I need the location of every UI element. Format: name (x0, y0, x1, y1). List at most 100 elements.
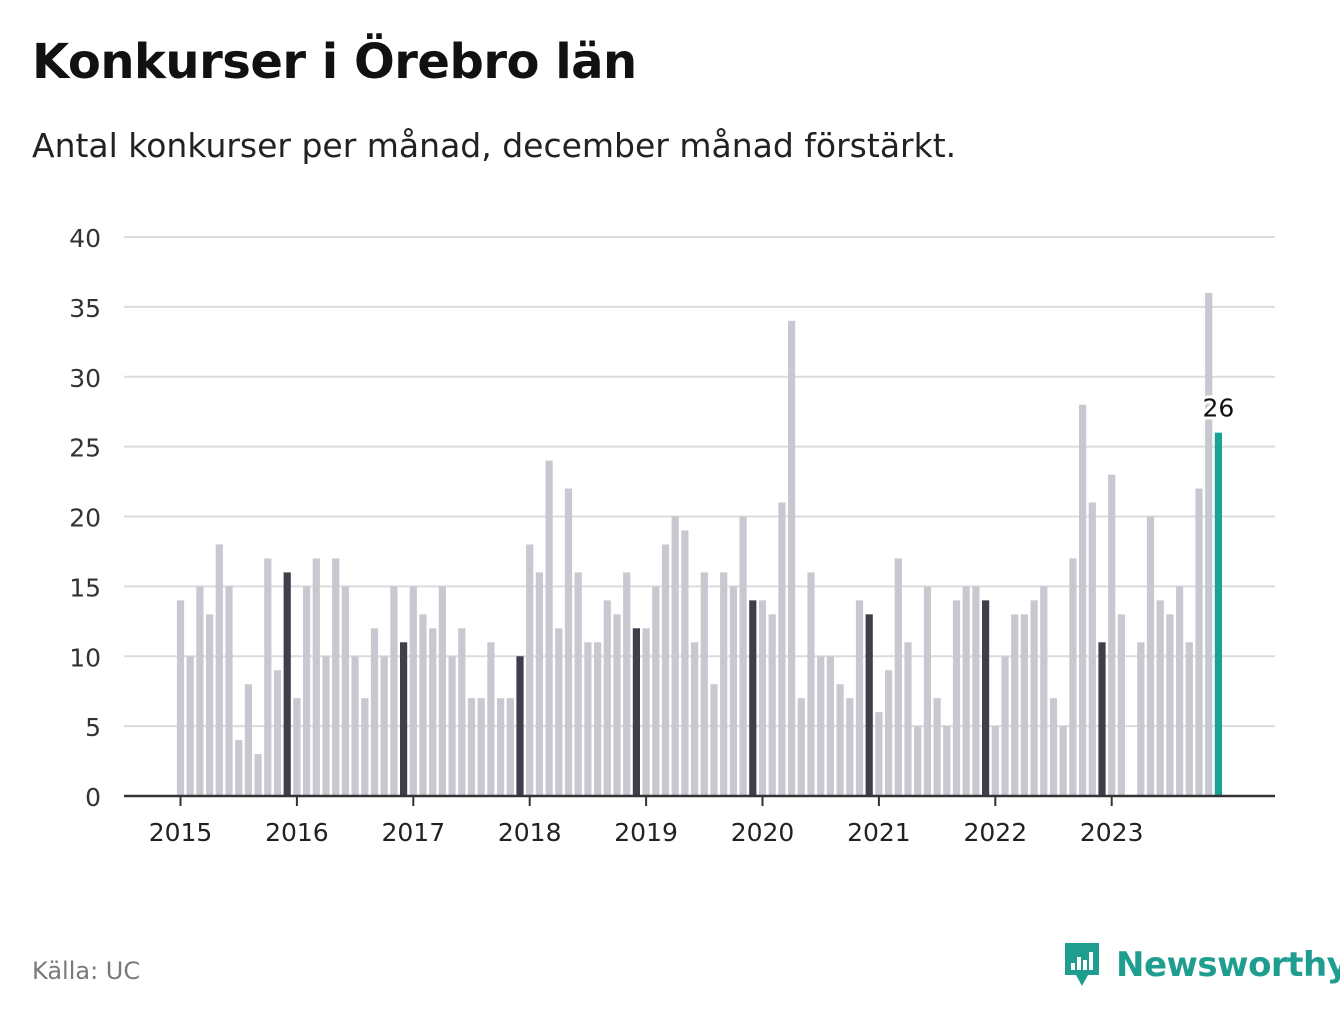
bar (904, 642, 912, 796)
bar (1079, 404, 1087, 796)
bar (729, 586, 737, 796)
bar (846, 698, 854, 796)
bar-december (749, 600, 757, 796)
bar (914, 726, 922, 796)
chart-title: Konkurser i Örebro län (32, 34, 637, 90)
bar (419, 614, 427, 796)
bar (574, 572, 582, 796)
bar (244, 684, 252, 796)
bar (652, 586, 660, 796)
bar (1088, 502, 1096, 796)
bar (273, 670, 282, 796)
bar (477, 698, 485, 796)
bar (497, 698, 505, 796)
bar (943, 726, 951, 796)
x-tick-label: 2015 (149, 818, 213, 847)
bar (613, 614, 621, 796)
bar (1185, 642, 1193, 796)
bar (438, 586, 446, 796)
bar (1195, 488, 1203, 796)
bar (1020, 614, 1028, 796)
y-tick-label: 30 (69, 364, 101, 393)
bar (1069, 558, 1077, 796)
bar (351, 656, 359, 796)
bar-december (516, 656, 524, 796)
bar (817, 656, 825, 796)
bar (1049, 698, 1058, 796)
bar (1059, 726, 1067, 796)
bar (885, 670, 893, 796)
bar (972, 586, 980, 796)
bar (409, 586, 417, 796)
bar (545, 460, 553, 796)
bar (380, 656, 388, 796)
bar (1176, 586, 1184, 796)
x-tick-label: 2016 (265, 818, 329, 847)
bar (341, 586, 349, 796)
bar (826, 656, 834, 796)
bar (235, 740, 243, 796)
bar (691, 642, 699, 796)
bar (681, 530, 689, 796)
y-tick-label: 15 (69, 573, 101, 602)
bar (1117, 614, 1125, 796)
source-note: Källa: UC (32, 957, 141, 985)
bar-december (982, 600, 990, 796)
bar (1011, 614, 1019, 796)
bar-december (400, 642, 408, 796)
bar (952, 600, 961, 796)
bar (603, 600, 611, 796)
newsworthy-logo-icon (1065, 943, 1099, 986)
bar (758, 600, 767, 796)
bar-december (283, 572, 291, 796)
bar (700, 572, 708, 796)
bar (448, 656, 456, 796)
bar (225, 586, 233, 796)
brand-logo: Newsworthy (1062, 940, 1340, 990)
bar (196, 586, 204, 796)
y-tick-label: 40 (69, 224, 101, 253)
bar (710, 684, 718, 796)
x-tick-label: 2019 (614, 818, 678, 847)
bar (1001, 656, 1009, 796)
bar (322, 656, 330, 796)
x-tick-label: 2020 (731, 818, 795, 847)
x-tick-label: 2021 (847, 818, 911, 847)
bar (1146, 516, 1155, 796)
bar (720, 572, 728, 796)
bar (991, 726, 999, 796)
bar (303, 586, 311, 796)
bar (836, 684, 844, 796)
bar (215, 544, 223, 796)
bar (564, 488, 573, 796)
bar (797, 698, 805, 796)
bar (855, 600, 864, 796)
bar (390, 586, 398, 796)
bar (739, 516, 747, 796)
bar (506, 698, 514, 796)
y-tick-label: 25 (69, 434, 101, 463)
x-tick-label: 2018 (498, 818, 562, 847)
bar (788, 320, 796, 796)
x-tick-label: 2022 (963, 818, 1027, 847)
bar (535, 572, 543, 796)
bar (1108, 474, 1116, 796)
bar (962, 586, 970, 796)
bar-december (632, 628, 640, 796)
bar (807, 572, 815, 796)
bar (487, 642, 495, 796)
bar (429, 628, 437, 796)
bar (264, 558, 272, 796)
bar (526, 544, 534, 796)
bar (894, 558, 902, 796)
bar-latest (1214, 432, 1222, 796)
bar (923, 586, 931, 796)
bar (1156, 600, 1164, 796)
chart-subtitle: Antal konkurser per månad, december måna… (32, 126, 957, 165)
bar (642, 628, 650, 796)
x-tick-label: 2023 (1080, 818, 1144, 847)
bar (594, 642, 602, 796)
bar (1166, 614, 1174, 796)
y-tick-label: 20 (69, 504, 101, 533)
bar (661, 544, 670, 796)
